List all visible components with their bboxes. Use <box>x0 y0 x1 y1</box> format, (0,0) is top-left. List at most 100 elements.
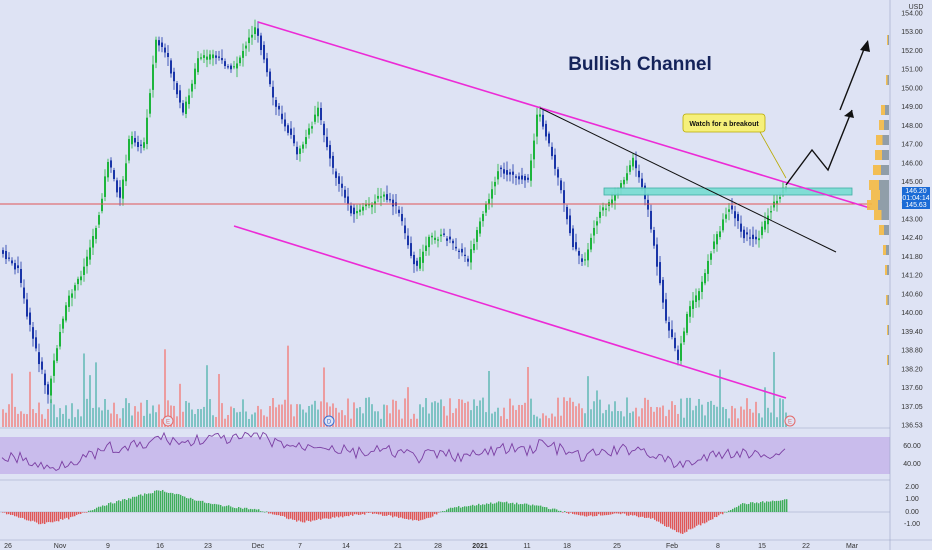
candle-body[interactable] <box>242 50 244 58</box>
candle-body[interactable] <box>2 250 4 254</box>
earnings-marker[interactable] <box>784 415 796 427</box>
candle-body[interactable] <box>143 142 145 148</box>
candle-body[interactable] <box>668 322 670 331</box>
candle-body[interactable] <box>263 44 265 60</box>
candle-body[interactable] <box>215 55 217 58</box>
candle-body[interactable] <box>239 57 241 64</box>
candle-body[interactable] <box>278 105 280 110</box>
candle-body[interactable] <box>425 245 427 252</box>
candle-body[interactable] <box>440 234 442 237</box>
candle-body[interactable] <box>512 171 514 175</box>
candle-body[interactable] <box>176 83 178 95</box>
candle-body[interactable] <box>593 227 595 236</box>
candle-body[interactable] <box>431 235 433 238</box>
candle-body[interactable] <box>101 198 103 212</box>
candle-body[interactable] <box>494 181 496 187</box>
candle-body[interactable] <box>191 83 193 92</box>
candle-body[interactable] <box>224 61 226 67</box>
candle-body[interactable] <box>695 295 697 302</box>
candle-body[interactable] <box>467 258 469 262</box>
earnings-marker[interactable] <box>323 415 335 427</box>
candle-body[interactable] <box>749 237 751 239</box>
candle-body[interactable] <box>701 281 703 292</box>
candle-body[interactable] <box>623 179 625 185</box>
candle-body[interactable] <box>563 190 565 204</box>
candle-body[interactable] <box>686 313 688 333</box>
candle-body[interactable] <box>227 66 229 68</box>
candle-body[interactable] <box>320 108 322 121</box>
candle-body[interactable] <box>413 254 415 265</box>
candle-body[interactable] <box>719 231 721 237</box>
candle-body[interactable] <box>764 220 766 230</box>
candle-body[interactable] <box>209 54 211 60</box>
candle-body[interactable] <box>770 211 772 213</box>
candle-body[interactable] <box>473 243 475 251</box>
channel-upper-line[interactable] <box>257 21 871 209</box>
candle-body[interactable] <box>74 285 76 291</box>
candle-body[interactable] <box>218 56 220 58</box>
candle-body[interactable] <box>230 65 232 70</box>
candle-body[interactable] <box>71 293 73 298</box>
candle-body[interactable] <box>323 123 325 136</box>
candle-body[interactable] <box>17 265 19 269</box>
candle-body[interactable] <box>260 35 262 51</box>
candle-body[interactable] <box>356 211 358 214</box>
candle-body[interactable] <box>380 196 382 198</box>
candle-body[interactable] <box>665 299 667 321</box>
candle-body[interactable] <box>506 170 508 175</box>
candle-body[interactable] <box>725 214 727 219</box>
candle-body[interactable] <box>308 128 310 135</box>
candle-body[interactable] <box>92 236 94 248</box>
candle-body[interactable] <box>731 205 733 210</box>
candle-body[interactable] <box>95 227 97 239</box>
candle-body[interactable] <box>62 318 64 329</box>
candle-body[interactable] <box>419 257 421 269</box>
candle-body[interactable] <box>80 276 82 281</box>
candle-body[interactable] <box>314 114 316 122</box>
candle-body[interactable] <box>374 201 376 205</box>
candle-body[interactable] <box>743 229 745 239</box>
candle-body[interactable] <box>656 244 658 267</box>
candle-body[interactable] <box>779 196 781 199</box>
candle-body[interactable] <box>740 223 742 232</box>
candle-body[interactable] <box>632 157 634 167</box>
candle-body[interactable] <box>41 361 43 370</box>
candle-body[interactable] <box>248 37 250 44</box>
candle-body[interactable] <box>68 295 70 307</box>
candle-body[interactable] <box>503 169 505 174</box>
candle-body[interactable] <box>587 249 589 261</box>
candle-body[interactable] <box>158 40 160 46</box>
candle-body[interactable] <box>140 144 142 146</box>
candle-body[interactable] <box>737 214 739 222</box>
candle-body[interactable] <box>536 114 538 137</box>
candle-body[interactable] <box>560 180 562 191</box>
candle-body[interactable] <box>134 138 136 143</box>
candle-body[interactable] <box>344 189 346 198</box>
candle-body[interactable] <box>188 95 190 105</box>
earnings-marker[interactable] <box>162 415 174 427</box>
candle-body[interactable] <box>83 266 85 275</box>
candle-body[interactable] <box>146 117 148 145</box>
candle-body[interactable] <box>347 196 349 204</box>
candle-body[interactable] <box>707 260 709 274</box>
candle-body[interactable] <box>734 211 736 219</box>
candle-body[interactable] <box>758 238 760 241</box>
candle-body[interactable] <box>8 257 10 259</box>
candle-body[interactable] <box>572 228 574 248</box>
candle-body[interactable] <box>524 176 526 181</box>
candle-body[interactable] <box>257 28 259 36</box>
candle-body[interactable] <box>164 47 166 53</box>
candle-body[interactable] <box>605 208 607 210</box>
candle-body[interactable] <box>368 204 370 206</box>
candle-body[interactable] <box>386 194 388 200</box>
candle-body[interactable] <box>110 160 112 168</box>
candle-body[interactable] <box>722 219 724 231</box>
candle-body[interactable] <box>596 221 598 226</box>
candle-body[interactable] <box>23 287 25 299</box>
candle-body[interactable] <box>518 176 520 180</box>
candle-body[interactable] <box>170 60 172 74</box>
candle-body[interactable] <box>491 189 493 199</box>
candle-body[interactable] <box>533 140 535 160</box>
candle-body[interactable] <box>350 205 352 214</box>
candle-body[interactable] <box>35 337 37 349</box>
